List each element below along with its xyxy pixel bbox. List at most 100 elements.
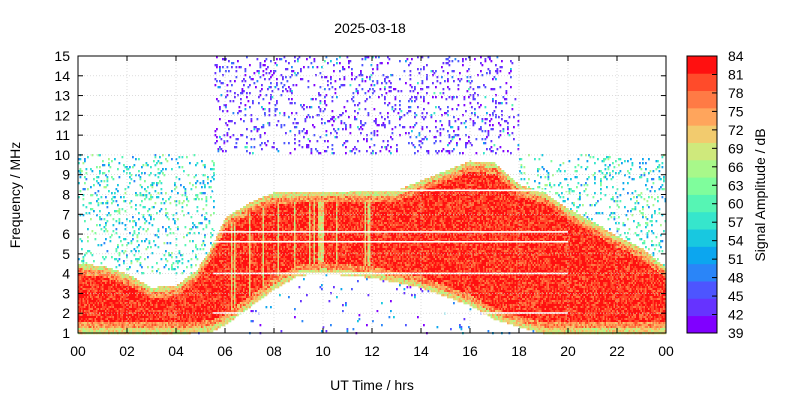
heatmap-cell (115, 248, 118, 251)
heatmap-cell (88, 284, 91, 287)
heatmap-cell (106, 284, 109, 287)
heatmap-cell (129, 300, 131, 303)
heatmap-cell (246, 92, 248, 95)
heatmap-cell (154, 292, 157, 295)
heatmap-cell (133, 320, 136, 323)
heatmap-cell (85, 328, 88, 331)
heatmap-cell (103, 326, 106, 329)
heatmap-cell (153, 330, 155, 333)
heatmap-cell (97, 288, 100, 291)
heatmap-cell (120, 296, 122, 299)
heatmap-cell (106, 176, 109, 179)
heatmap-cell (127, 330, 130, 333)
heatmap-cell (79, 318, 82, 321)
heatmap-cell (82, 284, 85, 287)
heatmap-cell (181, 262, 184, 265)
heatmap-cell (171, 266, 173, 269)
heatmap-cell (165, 324, 167, 327)
heatmap-cell (117, 310, 119, 313)
heatmap-cell (127, 292, 130, 295)
heatmap-cell (99, 280, 101, 283)
heatmap-cell (109, 272, 112, 275)
heatmap-cell (87, 296, 89, 299)
heatmap-cell (153, 314, 155, 317)
heatmap-cell (222, 150, 224, 153)
heatmap-cell (244, 104, 247, 107)
heatmap-cell (117, 326, 119, 329)
heatmap-cell (156, 314, 158, 317)
heatmap-cell (81, 316, 83, 319)
heatmap-cell (126, 314, 128, 317)
heatmap-cell (244, 70, 247, 73)
heatmap-cell (210, 242, 212, 245)
heatmap-cell (124, 308, 127, 311)
heatmap-cell (115, 324, 118, 327)
heatmap-cell (87, 284, 89, 287)
heatmap-cell (103, 172, 106, 175)
heatmap-cell (96, 330, 98, 333)
heatmap-cell (216, 328, 218, 331)
heatmap-cell (85, 312, 88, 315)
heatmap-cell (118, 282, 121, 285)
heatmap-cell (196, 258, 199, 261)
heatmap-cell (102, 328, 104, 331)
heatmap-cell (168, 302, 170, 305)
heatmap-cell (99, 216, 101, 219)
heatmap-cell (108, 294, 110, 297)
heatmap-cell (123, 310, 125, 313)
heatmap-cell (129, 266, 131, 269)
heatmap-cell (252, 78, 254, 81)
heatmap-cell (153, 182, 155, 185)
heatmap-cell (168, 198, 170, 201)
heatmap-cell (165, 264, 167, 267)
heatmap-cell (138, 320, 140, 323)
heatmap-cell (106, 178, 109, 181)
heatmap-cell (141, 186, 143, 189)
heatmap-cell (150, 316, 152, 319)
heatmap-cell (111, 268, 113, 271)
heatmap-cell (114, 302, 116, 305)
heatmap-cell (228, 60, 230, 63)
heatmap-cell (100, 288, 103, 291)
heatmap-cell (120, 306, 122, 309)
heatmap-cell (129, 328, 131, 331)
heatmap-cell (126, 276, 128, 279)
heatmap-cell (99, 310, 101, 313)
heatmap-cell (117, 302, 119, 305)
heatmap-cell (78, 282, 80, 285)
heatmap-cell (165, 298, 167, 301)
heatmap-cell (162, 290, 164, 293)
heatmap-cell (109, 330, 112, 333)
heatmap-cell (141, 328, 143, 331)
heatmap-cell (147, 306, 149, 309)
heatmap-cell (112, 200, 115, 203)
heatmap-cell (102, 308, 104, 311)
heatmap-cell (94, 314, 97, 317)
heatmap-cell (207, 176, 209, 179)
heatmap-cell (93, 282, 95, 285)
heatmap-cell (156, 306, 158, 309)
heatmap-cell (91, 304, 94, 307)
heatmap-cell (157, 236, 160, 239)
heatmap-cell (153, 298, 155, 301)
heatmap-cell (97, 244, 100, 247)
heatmap-cell (81, 284, 83, 287)
heatmap-cell (127, 300, 130, 303)
heatmap-cell (115, 250, 118, 253)
heatmap-cell (181, 202, 184, 205)
heatmap-cell (160, 294, 163, 297)
heatmap-cell (156, 294, 158, 297)
heatmap-cell (106, 214, 109, 217)
heatmap-cell (190, 266, 193, 269)
heatmap-cell (85, 274, 88, 277)
heatmap-cell (120, 284, 122, 287)
heatmap-cell (79, 172, 82, 175)
heatmap-cell (136, 234, 139, 237)
heatmap-cell (132, 238, 134, 241)
heatmap-cell (217, 150, 220, 153)
heatmap-cell (91, 294, 94, 297)
heatmap-cell (79, 282, 82, 285)
heatmap-cell (187, 174, 190, 177)
heatmap-cell (109, 324, 112, 327)
heatmap-cell (165, 200, 167, 203)
